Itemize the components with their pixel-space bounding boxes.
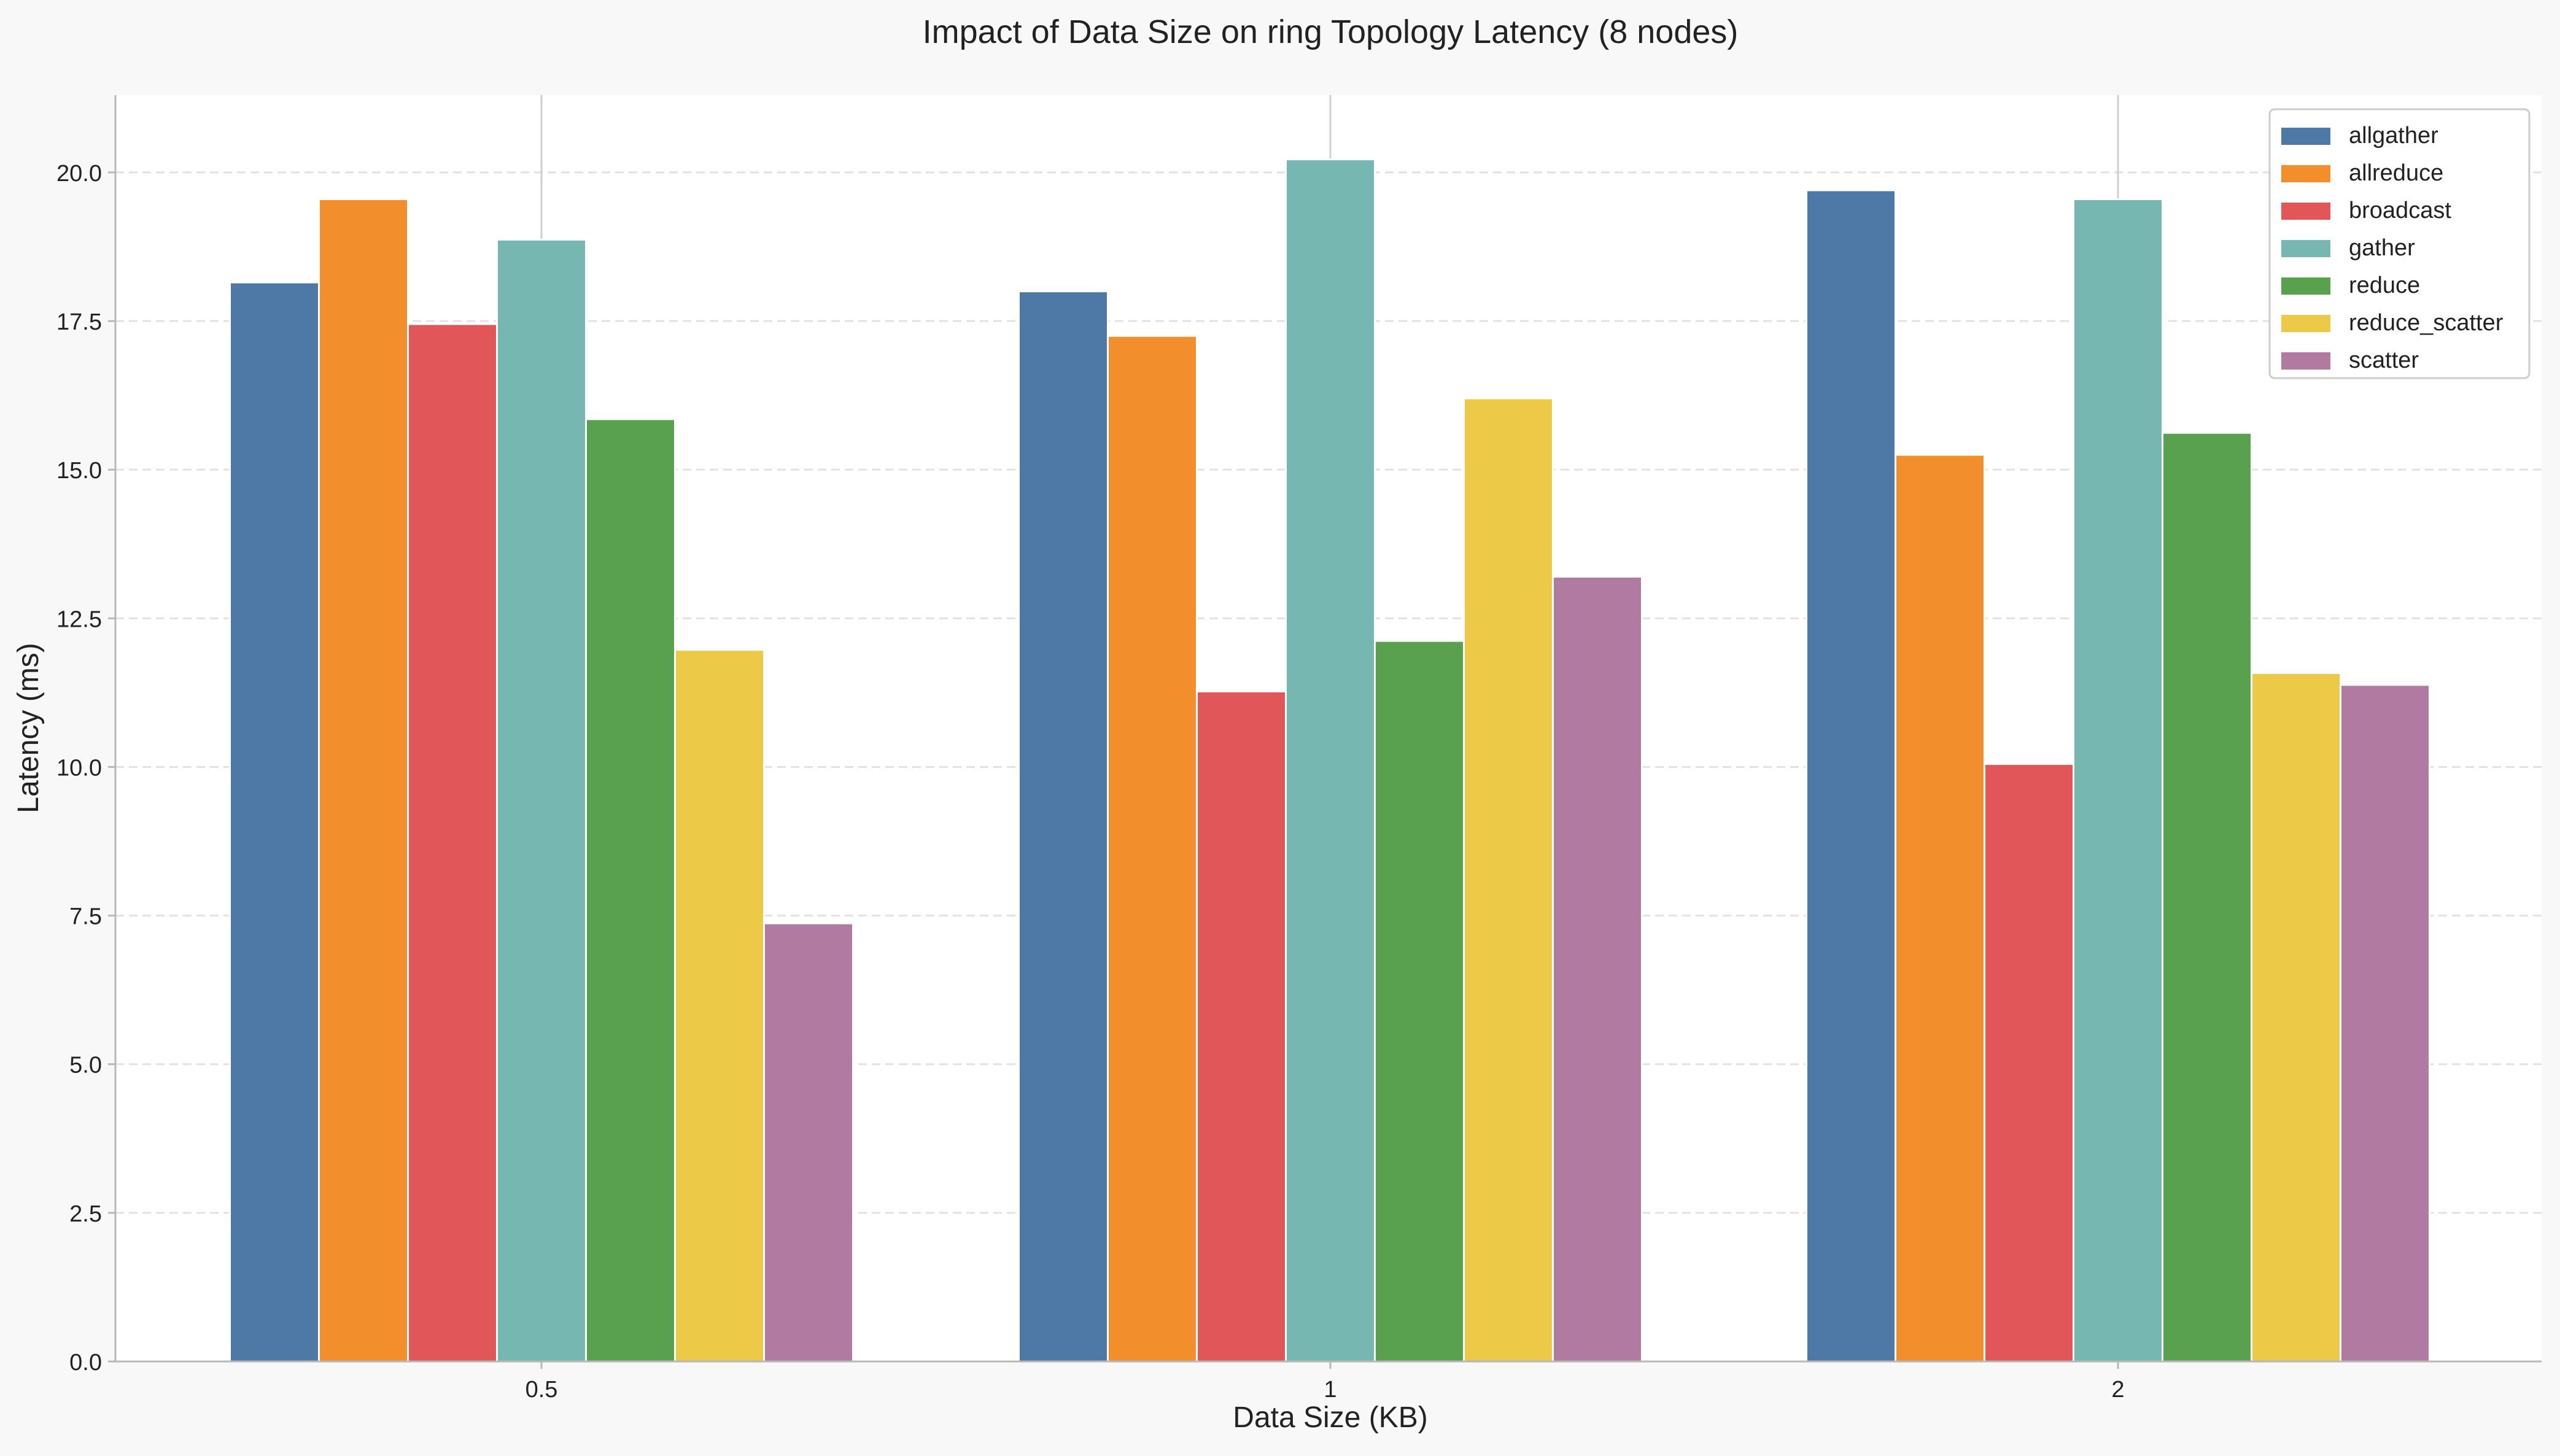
legend-label-broadcast: broadcast [2349, 198, 2451, 223]
bar-broadcast-0-5 [407, 323, 498, 1363]
bar-allgather-0-5 [229, 281, 320, 1363]
y-tick-label: 7.5 [69, 904, 102, 930]
bar-scatter-2 [2340, 684, 2430, 1363]
x-tick-label: 0.5 [526, 1377, 558, 1403]
legend-label-gather: gather [2349, 235, 2415, 261]
bar-allgather-2 [1806, 189, 1896, 1363]
bar-broadcast-2 [1984, 763, 2074, 1363]
bar-reduce-scatter-0-5 [674, 649, 765, 1363]
bar-allgather-1 [1018, 290, 1109, 1363]
y-tick-label: 5.0 [69, 1053, 102, 1078]
legend-swatch-gather [2281, 240, 2330, 257]
chart-title: Impact of Data Size on ring Topology Lat… [923, 14, 1739, 50]
legend-label-allreduce: allreduce [2349, 160, 2443, 186]
bar-scatter-1 [1552, 576, 1643, 1363]
legend-label-reduce-scatter: reduce_scatter [2349, 310, 2504, 336]
bar-allreduce-2 [1895, 454, 1985, 1363]
bar-gather-0-5 [496, 238, 587, 1363]
bar-allreduce-1 [1107, 335, 1198, 1363]
y-tick-label: 20.0 [56, 161, 102, 187]
bar-reduce-0-5 [585, 418, 676, 1363]
legend-label-reduce: reduce [2349, 273, 2420, 298]
x-axis-label: Data Size (KB) [1233, 1401, 1427, 1434]
y-tick-label: 2.5 [69, 1201, 102, 1227]
y-tick-label: 0.0 [69, 1350, 102, 1376]
bar-gather-2 [2073, 198, 2163, 1363]
bars [229, 158, 2430, 1363]
bar-allreduce-0-5 [318, 198, 409, 1363]
y-tick-label: 12.5 [56, 606, 102, 632]
x-tick-label: 2 [2111, 1377, 2124, 1403]
bar-broadcast-1 [1196, 690, 1287, 1363]
bar-reduce-scatter-1 [1463, 397, 1554, 1363]
y-tick-label: 17.5 [56, 309, 102, 335]
bar-gather-1 [1285, 158, 1376, 1363]
x-ticks: 0.5 1 2 [526, 1361, 2125, 1403]
y-tick-label: 15.0 [56, 458, 102, 484]
legend-swatch-scatter [2281, 352, 2330, 370]
bar-scatter-0-5 [763, 922, 854, 1363]
y-tick-label: 10.0 [56, 755, 102, 781]
bar-reduce-2 [2162, 432, 2252, 1363]
legend-label-scatter: scatter [2349, 347, 2419, 373]
bar-reduce-scatter-2 [2251, 672, 2341, 1363]
legend-swatch-allreduce [2281, 165, 2330, 182]
bar-reduce-1 [1374, 640, 1465, 1363]
legend-items: allgather allreduce broadcast gather reduce r… [2281, 123, 2504, 373]
x-tick-label: 1 [1324, 1377, 1336, 1403]
y-ticks: 0.0 2.5 5.0 7.5 10.0 12.5 15.0 17.5 20.0 [56, 161, 115, 1376]
y-axis-label: Latency (ms) [12, 643, 45, 813]
legend-swatch-broadcast [2281, 203, 2330, 220]
legend-swatch-reduce-scatter [2281, 315, 2330, 332]
legend-swatch-reduce [2281, 277, 2330, 295]
legend-label-allgather: allgather [2349, 123, 2438, 149]
legend-swatch-allgather [2281, 128, 2330, 145]
legend: allgather allreduce broadcast gather reduce r… [2268, 108, 2531, 379]
legend-box [2268, 108, 2531, 379]
